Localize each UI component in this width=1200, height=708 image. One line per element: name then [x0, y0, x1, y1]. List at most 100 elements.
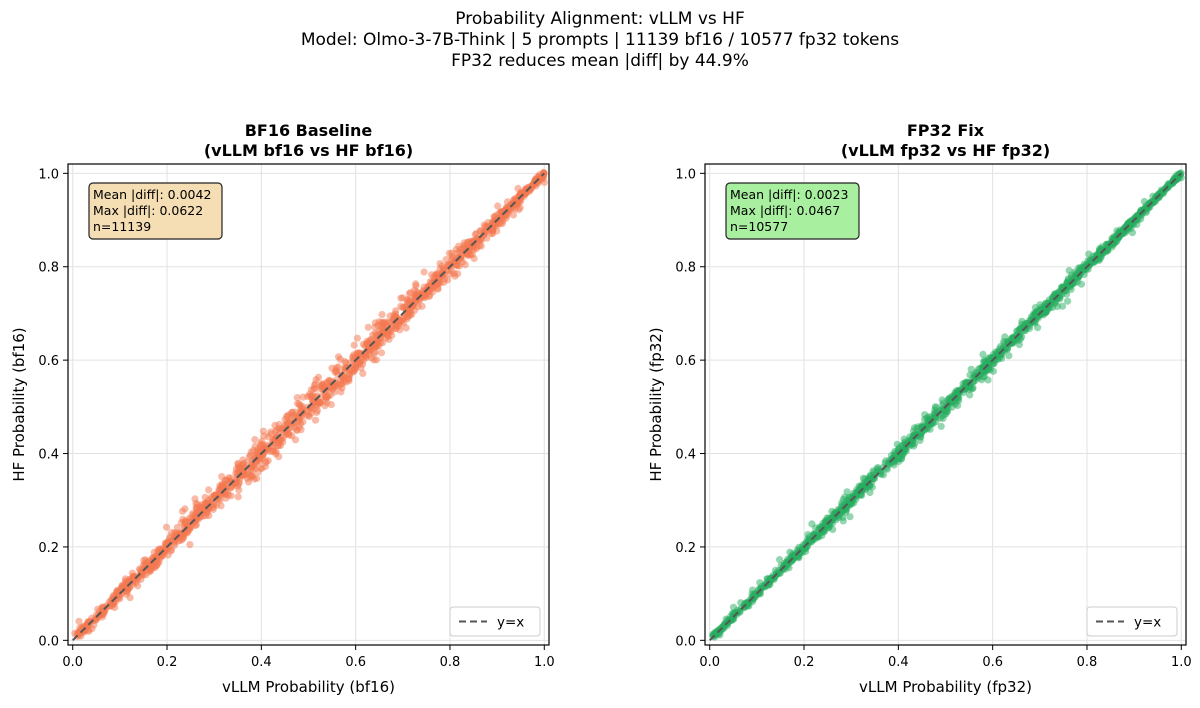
- scatter-point: [1015, 341, 1024, 349]
- scatter-point: [456, 248, 464, 256]
- data-point: [215, 486, 223, 494]
- data-point: [460, 241, 468, 249]
- y-tick-label: 0.0: [675, 634, 696, 649]
- scatter-point: [75, 617, 83, 625]
- data-point: [342, 359, 350, 367]
- scatter-point: [1133, 220, 1141, 228]
- scatter-point: [353, 334, 361, 342]
- scatter-point: [926, 425, 934, 433]
- scatter-point: [371, 323, 379, 331]
- scatter-point: [294, 400, 302, 408]
- data-point: [1069, 279, 1077, 287]
- scatter-point: [966, 391, 974, 399]
- scatter-point: [253, 474, 261, 482]
- x-tick-label: 0.8: [440, 655, 461, 670]
- scatter-point: [1013, 327, 1021, 335]
- y-tick-label: 1.0: [38, 167, 59, 182]
- scatter-point: [247, 472, 255, 480]
- scatter-point: [414, 303, 422, 311]
- data-point: [885, 461, 893, 469]
- reference-line-y-equals-x: [709, 172, 1182, 642]
- scatter-point: [476, 235, 484, 244]
- data-point: [187, 523, 195, 531]
- scatter-point: [452, 261, 460, 269]
- scatter-point: [895, 457, 903, 466]
- scatter-point: [859, 481, 867, 489]
- stats-box: [725, 182, 860, 240]
- y-tick-label: 0.6: [675, 354, 696, 369]
- scatter-point: [899, 442, 907, 450]
- scatter-point: [105, 602, 113, 610]
- scatter-point: [839, 495, 847, 503]
- figure-suptitle: Probability Alignment: vLLM vs HF Model:…: [301, 9, 899, 71]
- scatter-point: [1060, 284, 1068, 292]
- scatter-point: [879, 471, 888, 479]
- axes-frame: [704, 163, 1187, 646]
- scatter-point: [1058, 302, 1067, 310]
- scatter-point: [1077, 280, 1085, 288]
- scatter-point: [295, 423, 304, 431]
- scatter-point: [311, 416, 320, 424]
- y-axis-label: HF Probability (fp32): [647, 327, 665, 481]
- scatter-point: [331, 388, 339, 396]
- scatter-point: [181, 519, 189, 527]
- scatter-point: [275, 420, 283, 429]
- scatter-point: [309, 392, 317, 400]
- scatter-point: [1018, 320, 1026, 328]
- scatter-point: [1005, 352, 1013, 360]
- y-axis-label: HF Probability (bf16): [10, 327, 28, 481]
- scatter-point: [363, 340, 371, 348]
- x-tick-label: 0.2: [157, 655, 178, 670]
- scatter-point: [471, 231, 479, 239]
- scatter-point: [262, 457, 270, 465]
- data-point: [370, 343, 379, 351]
- scatter-point: [372, 356, 381, 364]
- scatter-point: [397, 294, 405, 302]
- scatter-point: [281, 416, 289, 424]
- scatter-point: [116, 595, 124, 603]
- scatter-point: [506, 206, 514, 214]
- stats-line: Max |diff|: 0.0467: [730, 203, 840, 218]
- x-tick-label: 0.2: [794, 655, 815, 670]
- scatter-point: [205, 486, 213, 494]
- bf16-baseline-panel: 0.0 0.2 0.4 0.6 0.8 1.0 0.0 0.2 0.4 0.6 0.8 1.0 Mean…: [10, 121, 555, 696]
- data-point: [314, 399, 322, 407]
- scatter-point: [333, 364, 341, 372]
- y-tick-label: 0.6: [38, 354, 59, 369]
- scatter-point: [377, 349, 386, 357]
- scatter-point: [967, 365, 975, 373]
- x-tick-label: 0.4: [888, 655, 909, 670]
- stats-line: n=10577: [730, 219, 788, 234]
- scatter-point: [382, 334, 390, 342]
- stats-line: n=11139: [93, 219, 151, 234]
- data-point: [852, 489, 860, 497]
- scatter-point: [999, 345, 1007, 353]
- data-point: [399, 303, 407, 311]
- scatter-point: [1064, 297, 1072, 305]
- scatter-point: [776, 556, 784, 564]
- y-tick-label: 0.8: [38, 261, 59, 276]
- scatter-point: [944, 396, 952, 404]
- scatter-point: [1084, 260, 1092, 268]
- scatter-point: [1097, 254, 1105, 262]
- scatter-point: [937, 422, 945, 430]
- scatter-point: [310, 385, 318, 393]
- scatter-point: [259, 446, 267, 454]
- scatter-point: [304, 392, 312, 401]
- scatter-point: [181, 505, 189, 513]
- scatter-point: [438, 262, 446, 270]
- scatter-point: [210, 500, 218, 508]
- data-point: [488, 226, 496, 234]
- x-axis-label: vLLM Probability (bf16): [222, 678, 395, 696]
- scatter-point: [1042, 308, 1050, 316]
- scatter-point: [509, 211, 517, 219]
- scatter-point: [420, 268, 428, 276]
- scatter-point: [364, 323, 372, 331]
- scatter-point: [243, 459, 251, 467]
- data-point: [824, 521, 832, 530]
- scatter-point: [737, 599, 745, 607]
- legend-frame: [449, 606, 541, 637]
- scatter-point: [337, 369, 345, 377]
- stats-line: Mean |diff|: 0.0023: [730, 187, 848, 202]
- scatter-point: [984, 376, 992, 384]
